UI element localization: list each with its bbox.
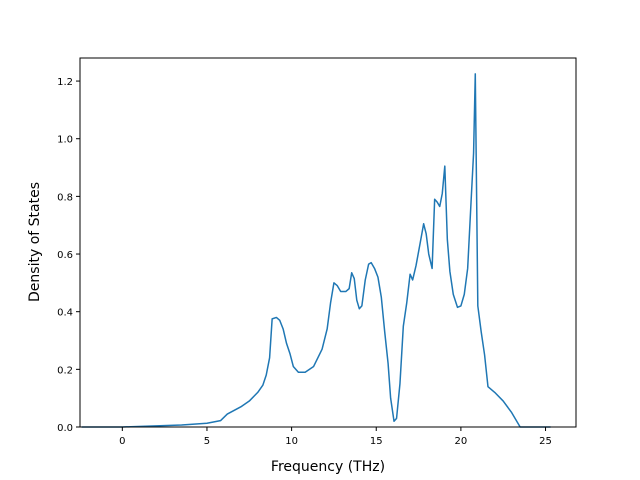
y-tick-label: 1.2 (57, 77, 73, 88)
x-tick-label: 20 (455, 436, 468, 447)
x-tick-label: 0 (119, 436, 125, 447)
x-tick-label: 15 (370, 436, 383, 447)
y-tick-label: 0.8 (57, 192, 73, 203)
y-axis-label: Density of States (27, 182, 43, 302)
y-tick-label: 0.0 (57, 423, 73, 434)
plot-area (81, 73, 551, 428)
x-tick-label: 25 (539, 436, 552, 447)
y-tick-label: 0.2 (57, 365, 73, 376)
x-axis-label: Frequency (THz) (271, 459, 385, 475)
y-tick-label: 0.4 (57, 308, 73, 319)
y-tick-label: 0.6 (57, 250, 73, 261)
axes-frame (79, 57, 577, 428)
x-axis-ticks: 0 5 10 15 20 25 (119, 427, 552, 447)
x-tick-label: 5 (204, 436, 210, 447)
y-axis-ticks: 0.0 0.2 0.4 0.6 0.8 1.0 1.2 (57, 77, 80, 434)
dos-series-line (81, 73, 551, 428)
x-tick-label: 10 (285, 436, 298, 447)
y-tick-label: 1.0 (57, 135, 73, 146)
